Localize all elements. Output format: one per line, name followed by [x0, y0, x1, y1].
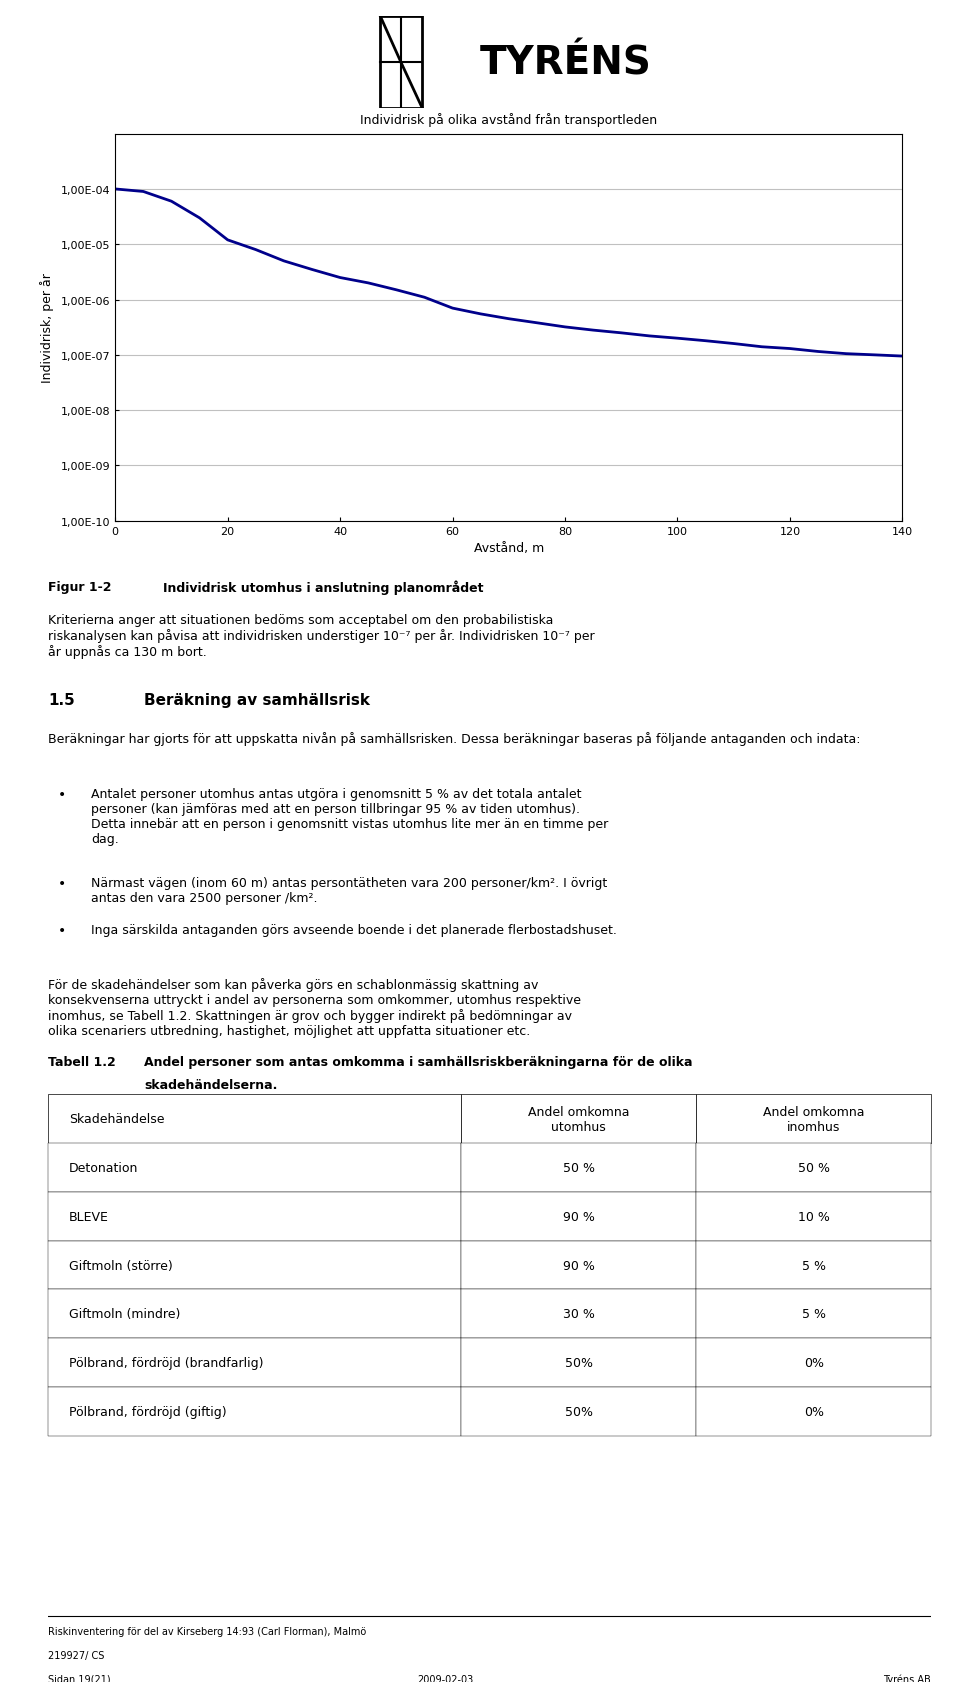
- Text: 1.5: 1.5: [48, 691, 75, 706]
- Bar: [380, 17, 422, 109]
- X-axis label: Avstånd, m: Avstånd, m: [473, 542, 544, 555]
- Text: •: •: [58, 923, 66, 937]
- Text: Beräkningar har gjorts för att uppskatta nivån på samhällsrisken. Dessa beräknin: Beräkningar har gjorts för att uppskatta…: [48, 732, 860, 745]
- Text: Antalet personer utomhus antas utgöra i genomsnitt 5 % av det totala antalet
per: Antalet personer utomhus antas utgöra i …: [91, 787, 609, 844]
- Text: Inga särskilda antaganden görs avseende boende i det planerade flerbostadshuset.: Inga särskilda antaganden görs avseende …: [91, 923, 617, 937]
- Text: Närmast vägen (inom 60 m) antas persontätheten vara 200 personer/km². I övrigt
a: Närmast vägen (inom 60 m) antas persontä…: [91, 876, 608, 905]
- Text: skadehändelserna.: skadehändelserna.: [144, 1078, 277, 1092]
- Text: 219927/ CS: 219927/ CS: [48, 1650, 105, 1660]
- Text: Riskinventering för del av Kirseberg 14:93 (Carl Florman), Malmö: Riskinventering för del av Kirseberg 14:…: [48, 1626, 367, 1637]
- Text: Tyréns AB: Tyréns AB: [883, 1674, 931, 1682]
- Text: Tabell 1.2: Tabell 1.2: [48, 1056, 116, 1068]
- Text: Individrisk utomhus i anslutning planområdet: Individrisk utomhus i anslutning planomr…: [163, 580, 484, 595]
- Text: Beräkning av samhällsrisk: Beräkning av samhällsrisk: [144, 691, 370, 706]
- Text: För de skadehändelser som kan påverka görs en schablonmässig skattning av
konsek: För de skadehändelser som kan påverka gö…: [48, 977, 581, 1038]
- Text: Andel personer som antas omkomma i samhällsriskberäkningarna för de olika: Andel personer som antas omkomma i samhä…: [144, 1056, 692, 1068]
- Text: •: •: [58, 787, 66, 801]
- Text: Kriterierna anger att situationen bedöms som acceptabel om den probabilistiska
r: Kriterierna anger att situationen bedöms…: [48, 614, 594, 659]
- Y-axis label: Individrisk, per år: Individrisk, per år: [39, 272, 54, 383]
- Title: Individrisk på olika avstånd från transportleden: Individrisk på olika avstånd från transp…: [360, 113, 658, 126]
- Text: •: •: [58, 876, 66, 891]
- Text: Sidan 19(21): Sidan 19(21): [48, 1674, 110, 1682]
- Text: TYRÉNS: TYRÉNS: [480, 44, 652, 82]
- Text: 2009-02-03: 2009-02-03: [418, 1674, 473, 1682]
- Text: Figur 1-2: Figur 1-2: [48, 580, 111, 594]
